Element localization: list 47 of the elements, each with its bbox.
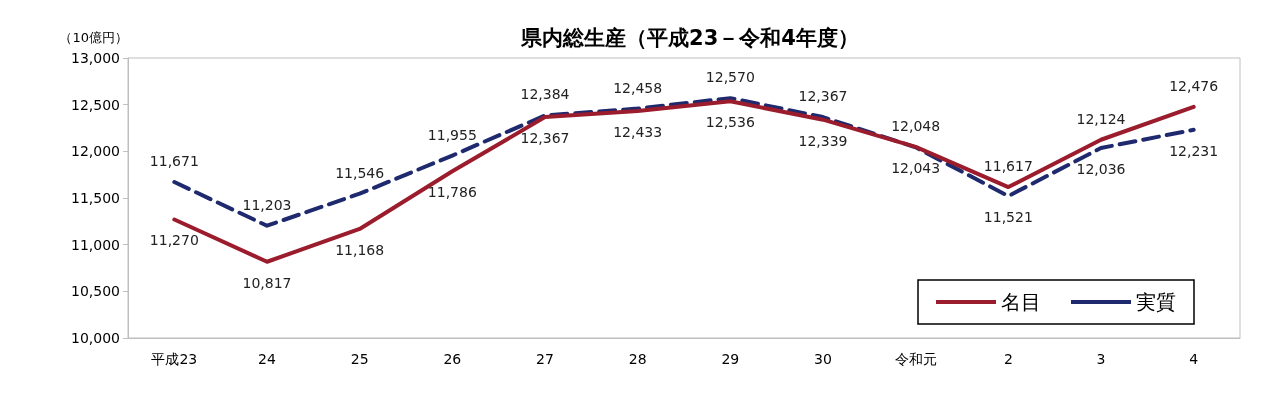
data-label: 11,955 (427, 126, 477, 143)
data-label: 12,043 (891, 160, 941, 177)
data-label: 11,521 (983, 209, 1033, 226)
x-tick-label: 26 (443, 351, 462, 367)
y-tick-label: 10,000 (71, 330, 120, 346)
data-label: 11,546 (335, 164, 385, 181)
data-label: 12,124 (1076, 110, 1126, 127)
data-label: 12,476 (1169, 77, 1219, 94)
legend-label: 名目 (1001, 290, 1041, 314)
data-label: 12,433 (613, 123, 663, 140)
data-label: 10,817 (242, 274, 292, 291)
x-tick-label: 29 (721, 351, 740, 367)
data-label: 12,536 (705, 114, 755, 131)
x-tick-label: 3 (1096, 351, 1106, 367)
x-tick-label: 4 (1189, 351, 1199, 367)
data-label: 11,786 (427, 184, 477, 201)
data-label: 11,617 (983, 158, 1033, 175)
x-tick-label: 令和元 (894, 351, 937, 367)
data-label: 12,384 (520, 86, 570, 103)
legend-label: 実質 (1136, 290, 1176, 314)
x-tick-label: 30 (814, 351, 832, 367)
data-label: 12,367 (520, 130, 570, 147)
y-tick-label: 12,500 (71, 96, 120, 113)
data-label: 11,671 (149, 153, 199, 170)
x-tick-label: 28 (628, 351, 647, 367)
data-label: 11,270 (149, 232, 199, 249)
chart-title: 県内総生産（平成23－令和4年度） (520, 25, 859, 50)
data-label: 11,203 (242, 196, 292, 213)
data-label: 12,367 (798, 88, 848, 105)
data-label: 12,570 (705, 69, 755, 86)
data-label: 11,168 (335, 241, 385, 258)
y-tick-label: 11,000 (71, 236, 120, 253)
data-label: 12,458 (613, 79, 663, 96)
y-tick-label: 10,500 (71, 283, 120, 300)
data-label: 12,231 (1169, 142, 1219, 159)
y-axis-title: （10億円） (59, 30, 128, 45)
x-tick-label: 平成23 (151, 351, 198, 367)
data-label: 12,339 (798, 132, 848, 149)
data-label: 12,036 (1076, 160, 1126, 177)
x-tick-label: 25 (350, 351, 369, 367)
y-tick-label: 12,000 (71, 143, 120, 160)
x-tick-label: 24 (258, 351, 276, 367)
x-tick-label: 27 (536, 351, 554, 367)
data-label: 12,048 (891, 117, 941, 134)
y-tick-label: 11,500 (71, 190, 120, 206)
x-tick-label: 2 (1003, 351, 1013, 367)
y-tick-label: 13,000 (71, 50, 120, 66)
